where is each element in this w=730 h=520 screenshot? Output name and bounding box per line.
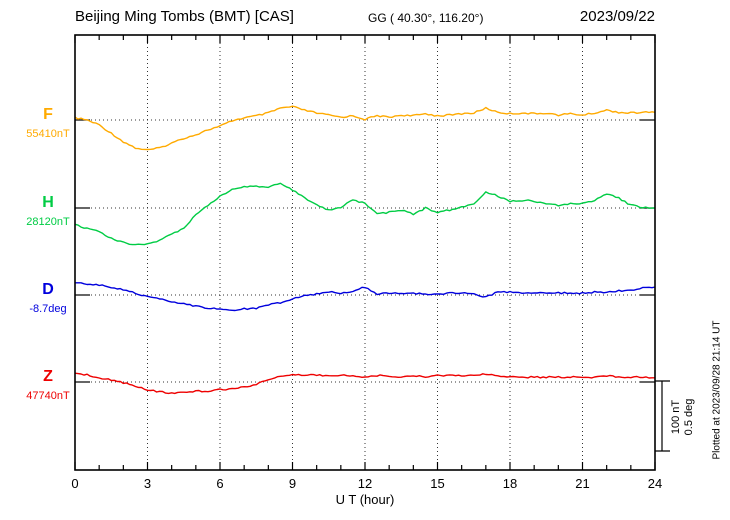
plotted-at-note: Plotted at 2023/09/28 21:14 UT	[711, 320, 723, 460]
scale-bar-label: 100 nT 0.5 deg	[670, 399, 696, 436]
trace-label-H: H	[42, 194, 54, 211]
station-coordinates: GG ( 40.30°, 116.20°)	[368, 11, 484, 25]
trace-base-F: 55410nT	[26, 128, 70, 140]
grid-layer: 0 3 6 9 12 15 18 21 24	[71, 35, 662, 491]
trace-H	[74, 182, 656, 246]
x-tick-label: 12	[358, 476, 372, 491]
trace-label-Z: Z	[43, 368, 53, 385]
trace-label-F: F	[43, 106, 53, 123]
x-tick-label: 18	[503, 476, 517, 491]
observation-date: 2023/09/22	[579, 8, 655, 25]
x-tick-label: 6	[216, 476, 223, 491]
scale-bracket	[655, 380, 670, 452]
trace-base-H: 28120nT	[26, 216, 70, 228]
trace-F	[74, 105, 656, 151]
x-tick-label: 15	[430, 476, 444, 491]
scale-label-deg: 0.5 deg	[683, 398, 695, 436]
x-tick-label: 21	[575, 476, 589, 491]
x-axis-label: U T (hour)	[335, 492, 395, 507]
trace-D	[75, 282, 656, 312]
scale-label-nt: 100 nT	[670, 399, 682, 435]
trace-base-D: -8.7deg	[29, 303, 67, 315]
page-title: Beijing Ming Tombs (BMT) [CAS]	[75, 8, 294, 25]
trace-label-D: D	[42, 281, 54, 298]
trace-Z	[74, 372, 655, 395]
x-tick-label: 0	[71, 476, 78, 491]
x-tick-label: 24	[648, 476, 662, 491]
x-tick-label: 9	[289, 476, 296, 491]
x-tick-label: 3	[144, 476, 151, 491]
trace-base-Z: 47740nT	[26, 390, 70, 402]
plot-frame	[74, 34, 656, 471]
trace-layer	[74, 105, 656, 395]
